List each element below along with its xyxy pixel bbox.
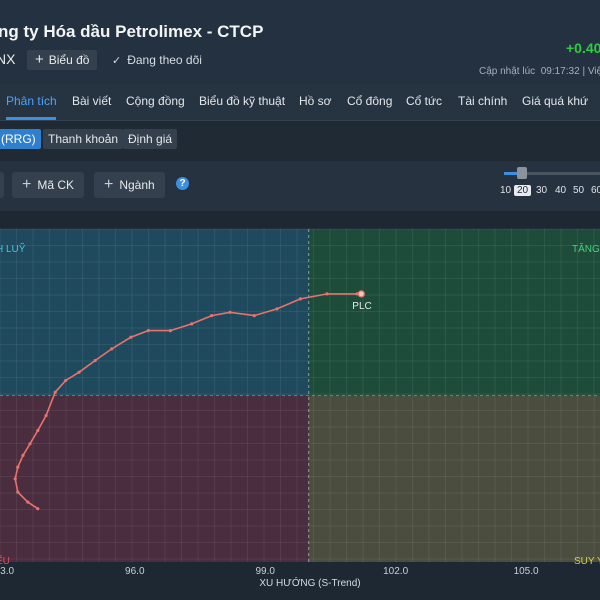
tab-bai-viet[interactable]: Bài viết xyxy=(72,94,112,108)
follow-label: Đang theo dõi xyxy=(127,53,202,67)
tab-co-tuc[interactable]: Cổ tức xyxy=(406,94,443,108)
period-slider-fill xyxy=(504,172,522,175)
period-slider-handle[interactable] xyxy=(517,167,527,179)
plc-trail-point xyxy=(93,358,97,363)
check-icon: ✓ xyxy=(112,55,122,67)
rrg-toolbar: + Mã CK + Ngành xyxy=(0,161,600,211)
plc-current-point[interactable] xyxy=(357,290,365,298)
quadrant-label-bottom-left: ẾU xyxy=(0,554,10,567)
x-axis-label: XU HƯỚNG (S-Trend) xyxy=(259,576,360,589)
plc-trail-point xyxy=(16,490,20,494)
x-axis-ticks: 93.0 96.0 99.0 102.0 105.0 xyxy=(0,566,539,577)
subtab-thanh-khoan[interactable]: Thanh khoản xyxy=(43,129,124,149)
main-tabs: Phân tích Bài viết Cộng đồng Biểu đồ kỹ … xyxy=(0,84,600,121)
plc-trail-point xyxy=(36,428,40,433)
update-info: Cập nhật lúc 09:17:32 | Việ xyxy=(479,66,600,77)
plc-trail-point xyxy=(26,500,30,504)
update-time: 09:17:32 xyxy=(540,66,580,77)
plc-trail-points xyxy=(13,290,365,511)
tab-co-dong[interactable]: Cổ đông xyxy=(347,94,393,108)
question-circle-icon[interactable]: ? xyxy=(176,177,189,190)
tab-tai-chinh[interactable]: Tài chính xyxy=(458,94,508,108)
quadrant-top-right xyxy=(308,229,600,396)
plus-icon: + xyxy=(104,176,114,193)
page-header: ng ty Hóa dầu Petrolimex - CTCP NX + Biểu… xyxy=(0,0,600,84)
period-slider-track[interactable] xyxy=(504,172,600,175)
quadrant-label-bottom-right: SUY Y xyxy=(574,556,600,567)
rrg-chart-svg: H LUỸ TĂNG ẾU SUY Y 93.0 96.0 99.0 102.0 105… xyxy=(0,228,600,589)
x-tick-label: 93.0 xyxy=(0,566,15,577)
x-tick-label: 96.0 xyxy=(125,566,145,577)
plc-trail-point xyxy=(210,314,214,318)
chart-button-label: Biểu đồ xyxy=(48,53,90,67)
active-tab-indicator xyxy=(6,117,56,120)
tab-bieu-do-ky-thuat[interactable]: Biểu đồ kỹ thuật xyxy=(199,94,286,108)
period-20[interactable]: 20 xyxy=(514,185,532,196)
plc-trail-line xyxy=(14,293,362,510)
company-title: ng ty Hóa dầu Petrolimex - CTCP xyxy=(0,22,264,41)
rrg-chart: H LUỸ TĂNG ẾU SUY Y 93.0 96.0 99.0 102.0 105… xyxy=(0,212,600,600)
plus-icon: + xyxy=(22,176,32,193)
subtab-dinh-gia[interactable]: Định giá xyxy=(123,129,178,149)
tab-cong-dong[interactable]: Cộng đồng xyxy=(126,94,185,108)
plc-trail-point xyxy=(16,465,20,469)
plc-trail-point xyxy=(13,477,17,481)
x-tick-label: 102.0 xyxy=(383,566,408,577)
follow-button[interactable]: ✓ Đang theo dõi xyxy=(112,53,202,67)
period-60[interactable]: 60 xyxy=(591,185,600,196)
toolbar-left-button[interactable] xyxy=(0,172,4,198)
plc-trail-point xyxy=(228,310,232,314)
chart-grid xyxy=(0,228,600,562)
series-label-plc: PLC xyxy=(352,301,371,312)
period-50[interactable]: 50 xyxy=(573,185,585,196)
quadrant-label-top-right: TĂNG xyxy=(572,242,600,255)
add-industry-label: Ngành xyxy=(119,178,155,192)
period-30[interactable]: 30 xyxy=(536,185,548,196)
price-change: +0.40 xyxy=(566,40,600,56)
quadrant-bottom-right xyxy=(308,395,600,562)
plc-trail-point xyxy=(252,314,256,318)
plc-trail-point xyxy=(298,297,302,301)
plc-trail-point xyxy=(110,347,114,351)
plc-trail-point xyxy=(146,329,150,333)
plc-trail-point xyxy=(21,453,25,457)
add-ticker-button[interactable]: + Mã CK xyxy=(12,172,85,198)
add-ticker-label: Mã CK xyxy=(37,178,75,192)
quadrant-bottom-left xyxy=(0,395,309,562)
sub-tabs: (RRG) Thanh khoản Định giá xyxy=(0,121,600,161)
plc-trail-point xyxy=(28,442,32,446)
plc-trail-point xyxy=(168,329,172,333)
plc-trail-point xyxy=(77,370,81,374)
plc-trail-point xyxy=(64,378,68,383)
chart-button[interactable]: + Biểu đồ xyxy=(27,50,98,70)
x-tick-label: 99.0 xyxy=(255,566,275,577)
plc-trail-point xyxy=(190,322,194,326)
add-industry-button[interactable]: + Ngành xyxy=(94,172,165,198)
ticker-symbol: NX xyxy=(0,51,16,67)
plc-trail-point xyxy=(325,292,329,296)
plc-trail-point xyxy=(129,335,133,339)
update-label: Cập nhật lúc xyxy=(479,66,536,77)
plc-trail-point xyxy=(36,507,40,511)
subtab-rrg[interactable]: (RRG) xyxy=(0,129,41,149)
update-extra: | Việ xyxy=(582,66,600,77)
tab-gia-qua-khu[interactable]: Giá quá khứ xyxy=(522,94,589,108)
x-tick-label: 105.0 xyxy=(514,566,539,577)
tab-ho-so[interactable]: Hồ sơ xyxy=(299,94,332,108)
plc-trail-point xyxy=(53,390,57,394)
plc-trail-point xyxy=(44,413,48,418)
tab-phan-tich[interactable]: Phân tích xyxy=(6,94,57,108)
plus-icon: + xyxy=(35,51,44,68)
quadrant-top-left xyxy=(0,229,309,396)
plc-trail-point xyxy=(275,307,279,311)
period-40[interactable]: 40 xyxy=(555,185,567,196)
quadrant-label-top-left: H LUỸ xyxy=(0,242,26,255)
period-10[interactable]: 10 xyxy=(500,185,512,196)
